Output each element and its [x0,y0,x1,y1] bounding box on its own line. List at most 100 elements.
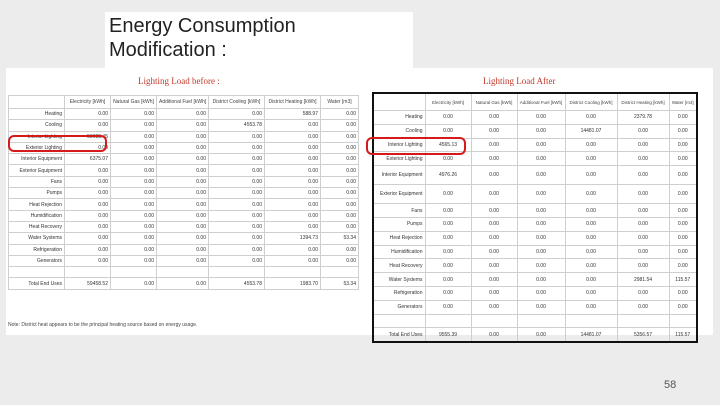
table-cell: 0.00 [616,184,670,205]
table-cell: 59458.52 [64,277,111,290]
table-cell: 0.00 [110,153,157,166]
table-cell: 0.00 [110,187,157,200]
row-label: Heating [372,110,426,125]
column-header: Additional Fuel [kWh] [156,95,209,109]
row-label: Exterior Equipment [372,184,426,205]
table-cell: 1394.73 [264,232,321,245]
slide-title: Energy Consumption Modification : [105,12,413,68]
table-cell: 0.00 [470,285,518,301]
table-cell: 0.00 [668,258,698,274]
table-cell: 0.00 [64,164,111,177]
table-cell [64,266,111,279]
table-before: Electricity [kWh] Natural Gas [kWh] Additi… [8,95,359,290]
table-cell [110,266,157,279]
table-cell: 0.00 [516,110,566,125]
table-cell: 0.00 [668,110,698,125]
table-cell: 0.00 [516,285,566,301]
row-label: Fans [372,203,426,218]
table-cell [564,313,618,329]
row-label: Water Systems [372,272,426,287]
table-row [372,313,698,329]
table-cell: 0.00 [470,184,518,205]
column-header: District Cooling [kWh] [564,92,618,111]
table-header-row: Electricity [kWh] Natural Gas [kWh] Additi… [372,92,698,111]
table-row: Exterior Equipment 0.00 0.00 0.00 0.00 0.00 0.… [8,164,359,177]
table-cell: 0.00 [156,277,209,290]
table-cell [208,266,265,279]
table-cell: 0.00 [616,203,670,218]
table-cell: 0.00 [424,184,472,205]
table-cell: 0.00 [668,184,698,205]
table-cell: 0.00 [424,258,472,274]
table-cell: 0.00 [470,327,518,343]
table-row: Total End Uses 9555.39 0.00 0.00 14481.07 535… [372,327,698,343]
table-row: Refrigeration 0.00 0.00 0.00 0.00 0.00 0.00 [8,243,359,256]
table-cell: 2981.54 [616,272,670,287]
table-cell: 0.00 [616,230,670,246]
table-cell: 0.00 [516,230,566,246]
table-cell: 0.00 [470,230,518,246]
row-label: Humidification [372,244,426,260]
row-label: Cooling [8,119,65,132]
table-cell: 1983.70 [264,277,321,290]
table-row: Pumps 0.00 0.00 0.00 0.00 0.00 0.00 [372,216,698,232]
table-cell: 0.00 [156,209,209,222]
column-header [372,92,426,111]
table-cell: 0.00 [264,119,321,132]
table-row: Interior Equipment 6375.07 0.00 0.00 0.00 0.0… [8,153,359,166]
table-cell: 0.00 [64,119,111,132]
table-cell: 4553.78 [208,119,265,132]
table-cell: 0.00 [264,209,321,222]
table-cell: 0.00 [64,254,111,268]
table-cell: 53.34 [320,277,359,290]
table-row: Refrigeration 0.00 0.00 0.00 0.00 0.00 0.00 [372,285,698,301]
table-cell: 0.00 [320,187,359,200]
table-cell: 0.00 [208,254,265,268]
table-cell: 0.00 [470,203,518,218]
table-row: Water Systems 0.00 0.00 0.00 0.00 1394.73 53.3… [8,232,359,245]
table-cell: 0.00 [156,164,209,177]
table-row [8,266,359,279]
table-cell: 0.00 [264,153,321,166]
table-cell: 0.00 [156,187,209,200]
table-row: Pumps 0.00 0.00 0.00 0.00 0.00 0.00 [8,187,359,200]
column-header: District Heating [kWh] [616,92,670,111]
row-label: Refrigeration [8,243,65,256]
table-cell: 0.00 [264,141,321,155]
table-cell: 0.00 [110,164,157,177]
column-header: District Cooling [kWh] [208,95,265,109]
table-cell: 4976.26 [424,165,472,186]
table-cell: 0.00 [564,165,618,186]
row-label: Heating [8,107,65,121]
table-cell: 0.00 [616,244,670,260]
table-cell: 0.00 [156,232,209,245]
table-cell: 0.00 [470,258,518,274]
table-cell: 0.00 [208,198,265,211]
table-cell: 0.00 [564,216,618,232]
column-header: Electricity [kWh] [424,92,472,111]
table-cell: 0.00 [110,130,157,143]
table-cell: 0.00 [470,165,518,186]
table-cell: 0.00 [424,216,472,232]
table-row: Heat Recovery 0.00 0.00 0.00 0.00 0.00 0.00 [372,258,698,274]
table-header-row: Electricity [kWh] Natural Gas [kWh] Additi… [8,95,359,109]
table-row: Heat Rejection 0.00 0.00 0.00 0.00 0.00 0.00 [372,230,698,246]
table-cell: 0.00 [616,285,670,301]
row-label: Fans [8,175,65,189]
column-header: Water [m3] [320,95,359,109]
table-cell: 0.00 [516,123,566,139]
table-cell: 0.00 [156,175,209,189]
table-cell: 0.00 [470,299,518,315]
column-header: Additional Fuel [kWh] [516,92,566,111]
table-cell: 0.00 [264,164,321,177]
table-cell: 14481.07 [564,327,618,343]
table-cell: 0.00 [424,203,472,218]
table-cell: 0.00 [264,220,321,234]
table-cell: 0.00 [208,153,265,166]
table-cell: 0.00 [156,119,209,132]
table-row: Humidification 0.00 0.00 0.00 0.00 0.00 0.00 [8,209,359,222]
table-cell: 0.00 [564,137,618,153]
table-cell: 0.00 [616,165,670,186]
column-header: Natural Gas [kWh] [110,95,157,109]
row-label: Pumps [372,216,426,232]
